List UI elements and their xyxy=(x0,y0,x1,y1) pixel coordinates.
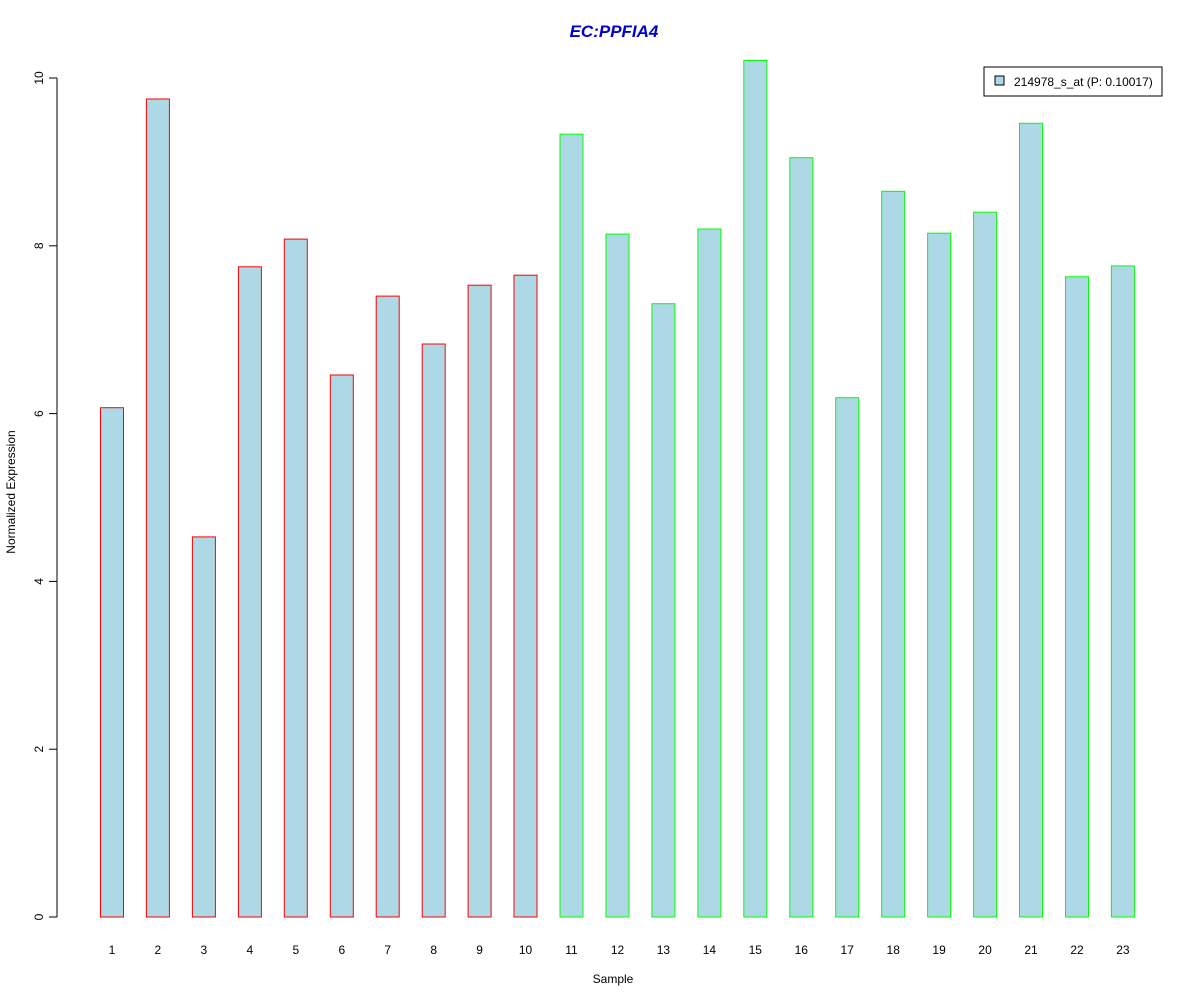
x-tick-label: 5 xyxy=(292,943,299,957)
legend-swatch xyxy=(994,75,1005,86)
x-tick-label: 16 xyxy=(795,943,809,957)
y-axis-ticks: 0 2 4 6 8 10 xyxy=(32,71,57,920)
y-tick-label: 2 xyxy=(32,746,46,753)
legend: 214978_s_at (P: 0.10017) xyxy=(983,66,1163,97)
x-tick-label: 18 xyxy=(887,943,901,957)
x-tick-label: 7 xyxy=(384,943,391,957)
bar-sample-15 xyxy=(743,59,768,918)
bar-sample-21 xyxy=(1019,122,1043,918)
x-tick-label: 1 xyxy=(109,943,116,957)
x-tick-label: 2 xyxy=(155,943,162,957)
x-tick-label: 11 xyxy=(565,943,578,957)
y-axis-label: Normalized Expression xyxy=(4,430,18,553)
x-tick-label: 9 xyxy=(476,943,483,957)
bar-sample-3 xyxy=(191,536,216,918)
chart-title: EC:PPFIA4 xyxy=(570,22,659,41)
bar-sample-4 xyxy=(237,266,262,918)
x-tick-label: 3 xyxy=(201,943,208,957)
x-tick-label: 14 xyxy=(703,943,717,957)
x-axis-label: Sample xyxy=(593,972,634,986)
bar-sample-16 xyxy=(789,157,814,918)
x-tick-label: 12 xyxy=(611,943,625,957)
bar-sample-13 xyxy=(651,303,676,918)
bar-sample-11 xyxy=(559,133,584,918)
x-tick-label: 4 xyxy=(247,943,254,957)
x-tick-label: 21 xyxy=(1024,943,1038,957)
x-tick-label: 13 xyxy=(657,943,671,957)
bar-sample-20 xyxy=(973,211,998,918)
bar-sample-17 xyxy=(835,397,860,918)
bar-sample-7 xyxy=(375,295,400,918)
bar-sample-8 xyxy=(421,343,446,918)
y-tick-label: 4 xyxy=(32,578,46,585)
y-tick-label: 6 xyxy=(32,410,46,417)
y-tick-label: 0 xyxy=(32,913,46,920)
x-tick-label: 19 xyxy=(932,943,946,957)
x-tick-label: 17 xyxy=(841,943,855,957)
x-tick-label: 8 xyxy=(430,943,437,957)
legend-label: 214978_s_at (P: 0.10017) xyxy=(1014,75,1153,89)
y-tick-label: 10 xyxy=(32,71,46,85)
x-axis-tick-labels: 1 2 3 4 5 6 7 8 9 10 11 12 13 14 15 16 17 18 19 20 21 22 23 xyxy=(109,943,1130,957)
x-tick-label: 6 xyxy=(338,943,345,957)
bar-sample-1 xyxy=(100,407,124,918)
bar-sample-18 xyxy=(881,190,906,918)
bar-sample-14 xyxy=(697,228,722,918)
legend-box xyxy=(983,66,1163,97)
bar-sample-22 xyxy=(1065,276,1089,918)
bar-sample-23 xyxy=(1110,265,1135,918)
bar-sample-2 xyxy=(145,98,170,918)
bar-sample-9 xyxy=(467,284,492,918)
x-tick-label: 22 xyxy=(1070,943,1084,957)
bar-sample-5 xyxy=(283,238,308,918)
y-tick-label: 8 xyxy=(32,242,46,249)
x-tick-label: 10 xyxy=(519,943,533,957)
x-tick-label: 20 xyxy=(978,943,992,957)
bar-sample-6 xyxy=(329,374,354,918)
bar-sample-10 xyxy=(513,274,538,918)
bar-sample-12 xyxy=(605,233,630,918)
x-tick-label: 23 xyxy=(1116,943,1130,957)
x-tick-label: 15 xyxy=(749,943,763,957)
bar-sample-19 xyxy=(927,232,952,918)
bars xyxy=(100,59,1135,918)
